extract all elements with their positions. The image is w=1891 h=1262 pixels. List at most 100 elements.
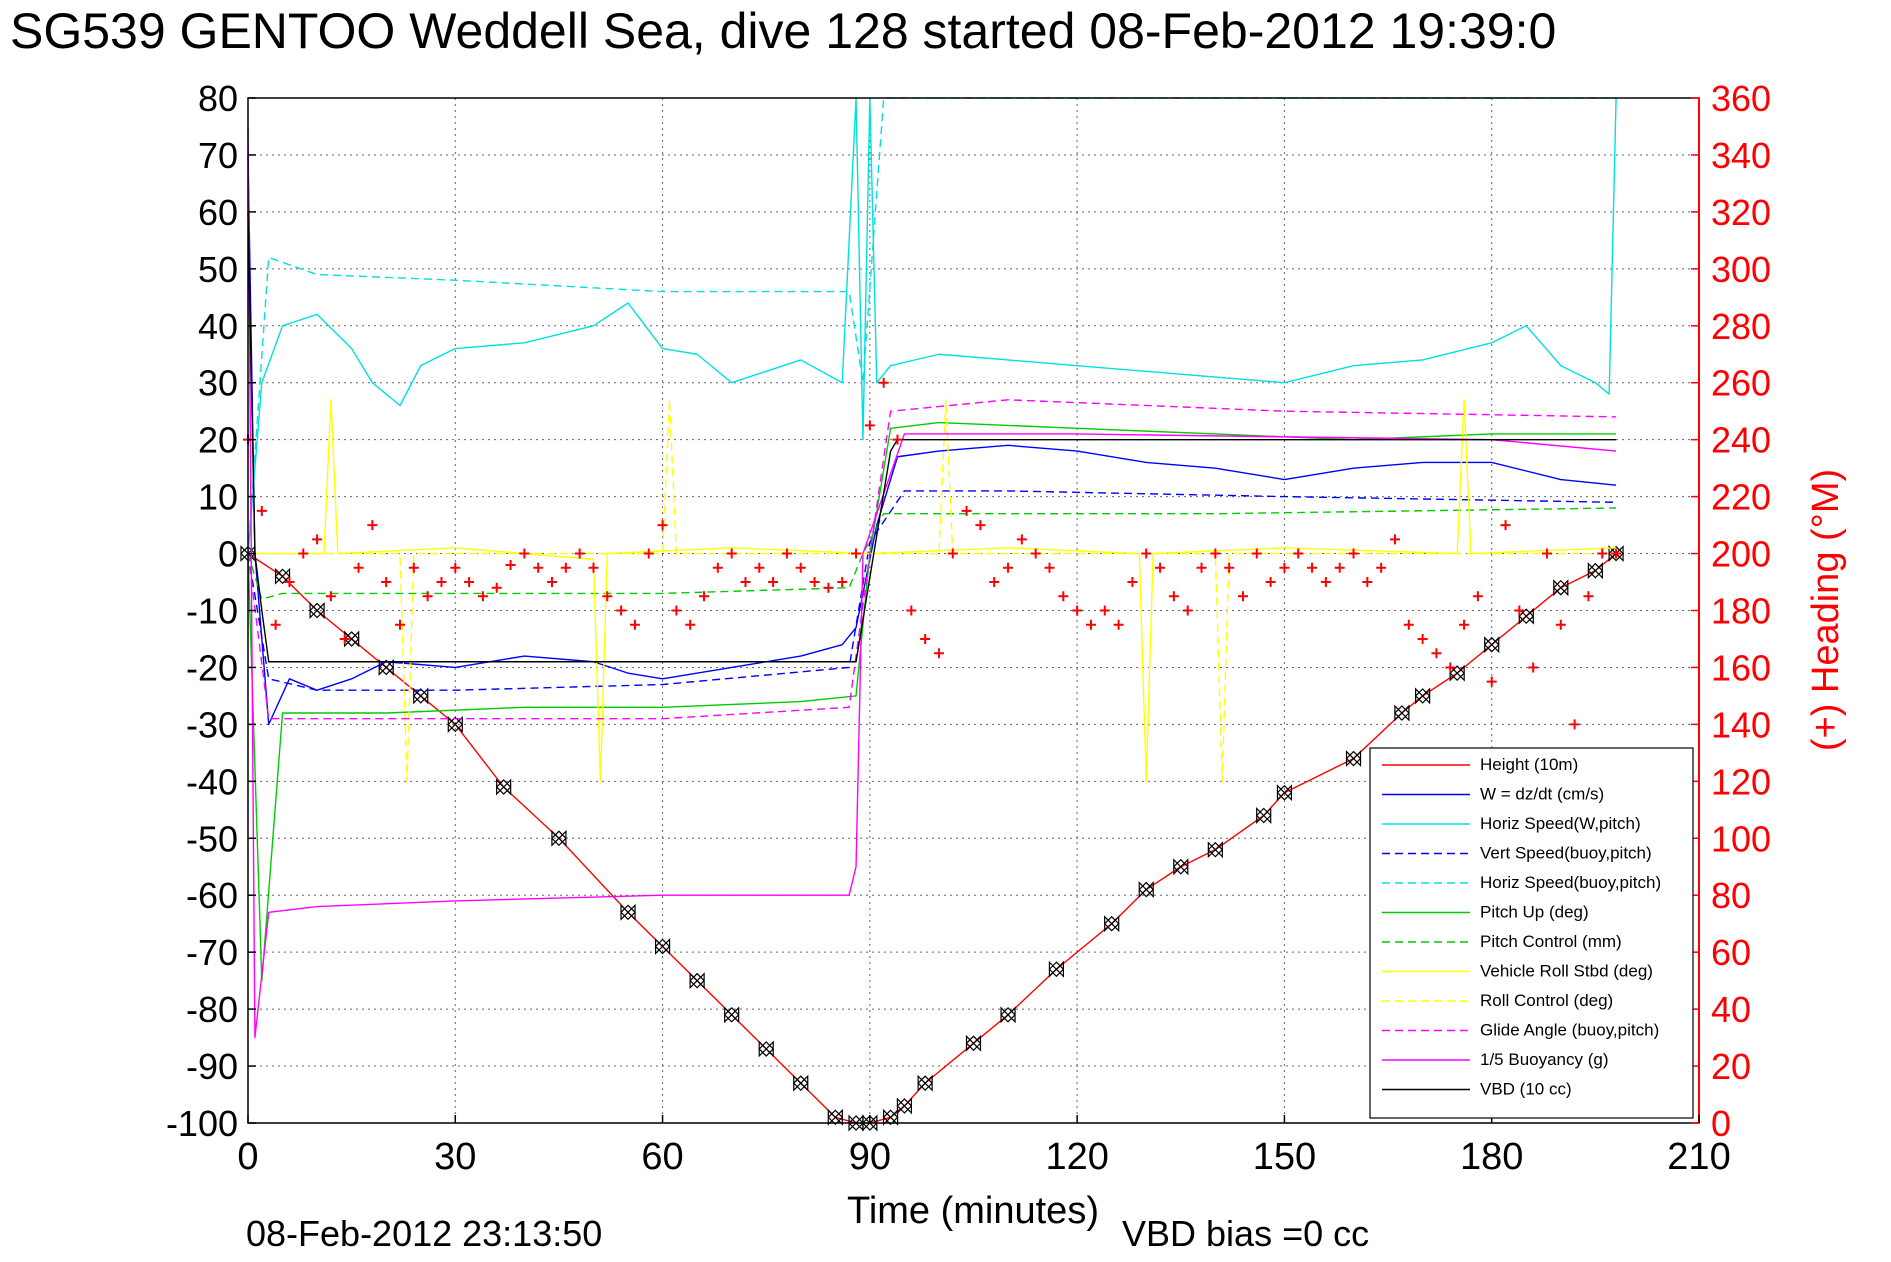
heading-marker <box>1459 619 1470 630</box>
plot-area <box>240 97 1624 1132</box>
height-marker <box>1518 607 1535 625</box>
heading-marker <box>1541 548 1552 559</box>
y2-tick-label: 140 <box>1711 704 1771 745</box>
series-line <box>247 211 1617 663</box>
heading-marker <box>1348 548 1359 559</box>
x-tick-label: 210 <box>1667 1136 1730 1178</box>
heading-marker <box>1334 562 1345 573</box>
legend-box <box>1369 747 1694 1119</box>
heading-marker <box>671 605 682 616</box>
x-tick-label: 60 <box>641 1136 683 1178</box>
heading-marker <box>1058 591 1069 602</box>
heading-marker <box>436 577 447 588</box>
heading-marker <box>505 559 516 570</box>
heading-marker <box>878 377 889 388</box>
series-line <box>247 97 1617 554</box>
heading-marker <box>560 562 571 573</box>
heading-marker <box>920 633 931 644</box>
heading-marker <box>1555 619 1566 630</box>
y-tick-label: 10 <box>198 477 238 518</box>
heading-marker <box>685 619 696 630</box>
y2-tick-label: 0 <box>1711 1103 1731 1144</box>
y-tick-label: -40 <box>186 761 238 802</box>
y-tick-label: -20 <box>186 647 238 688</box>
x-tick-label: 0 <box>237 1136 258 1178</box>
legend-label: Horiz Speed(W,pitch) <box>1480 814 1641 833</box>
height-marker <box>274 567 291 585</box>
heading-marker <box>726 548 737 559</box>
height-marker <box>896 1097 913 1115</box>
y2-tick-label: 200 <box>1711 534 1771 575</box>
heading-marker <box>533 562 544 573</box>
legend-label: Horiz Speed(buoy,pitch) <box>1480 873 1661 892</box>
y2-tick-label: 60 <box>1711 932 1751 973</box>
y-axis-ticks: 80 70 60 50 40 30 20 10 0 -10 -20 -30 -40 -50 -60 -70 -8… <box>166 78 256 1144</box>
legend-label: Vehicle Roll Stbd (deg) <box>1480 962 1653 981</box>
series-line <box>247 490 1617 691</box>
height-marker <box>447 715 464 733</box>
heading-marker <box>298 548 309 559</box>
height-marker <box>1552 579 1569 597</box>
height-marker <box>1048 960 1065 978</box>
y-tick-label: -90 <box>186 1046 238 1087</box>
series-line <box>248 399 1617 783</box>
x-axis-label: Time (minutes) <box>847 1190 1099 1232</box>
heading-marker <box>1528 662 1539 673</box>
x-tick-label: 30 <box>434 1136 476 1178</box>
chart-title: SG539 GENTOO Weddell Sea, dive 128 start… <box>10 3 1556 59</box>
x-tick-label: 120 <box>1045 1136 1108 1178</box>
height-marker <box>1345 750 1362 768</box>
heading-marker <box>1085 619 1096 630</box>
heading-marker <box>933 648 944 659</box>
legend-label: VBD (10 cc) <box>1480 1080 1572 1099</box>
heading-marker <box>574 548 585 559</box>
heading-marker <box>395 619 406 630</box>
heading-marker <box>1376 562 1387 573</box>
y2-tick-label: 80 <box>1711 875 1751 916</box>
heading-marker <box>1403 619 1414 630</box>
height-marker <box>495 778 512 796</box>
height-marker <box>1483 636 1500 654</box>
heading-marker <box>629 619 640 630</box>
y2-tick-label: 220 <box>1711 477 1771 518</box>
y2-tick-label: 360 <box>1711 78 1771 119</box>
series-line <box>247 154 1617 726</box>
heading-marker <box>1362 577 1373 588</box>
height-marker <box>882 1108 899 1126</box>
heading-marker <box>367 520 378 531</box>
heading-marker <box>1611 548 1622 559</box>
height-marker <box>917 1074 933 1092</box>
heading-marker <box>1431 648 1442 659</box>
series-line <box>247 97 1617 554</box>
legend-label: Vert Speed(buoy,pitch) <box>1480 844 1652 863</box>
heading-marker <box>1044 562 1055 573</box>
series-line <box>247 126 1617 1039</box>
height-marker <box>620 903 636 921</box>
heading-marker <box>809 577 820 588</box>
y2-tick-label: 320 <box>1711 192 1771 233</box>
y2-tick-label: 100 <box>1711 818 1771 859</box>
heading-marker <box>1472 591 1483 602</box>
heading-marker <box>270 619 281 630</box>
height-marker <box>1138 881 1155 898</box>
heading-marker <box>1141 548 1152 559</box>
heading-marker <box>616 605 627 616</box>
height-marker <box>309 602 325 619</box>
heading-marker <box>1279 562 1290 573</box>
heading-marker <box>422 591 433 602</box>
heading-marker <box>1072 605 1083 616</box>
heading-marker <box>450 562 461 573</box>
heading-marker <box>1030 548 1041 559</box>
heading-marker <box>781 548 792 559</box>
y-tick-label: -30 <box>186 704 238 745</box>
height-marker <box>1000 1006 1016 1024</box>
heading-marker <box>519 548 530 559</box>
heading-marker <box>837 577 848 588</box>
heading-marker <box>1265 577 1276 588</box>
y2-axis-label: (+) Heading (°M) <box>1805 469 1847 751</box>
height-marker <box>689 972 705 990</box>
legend-label: Roll Control (deg) <box>1480 991 1613 1010</box>
y2-tick-label: 340 <box>1711 135 1771 176</box>
heading-marker <box>1251 548 1262 559</box>
y-tick-label: 0 <box>218 534 238 575</box>
